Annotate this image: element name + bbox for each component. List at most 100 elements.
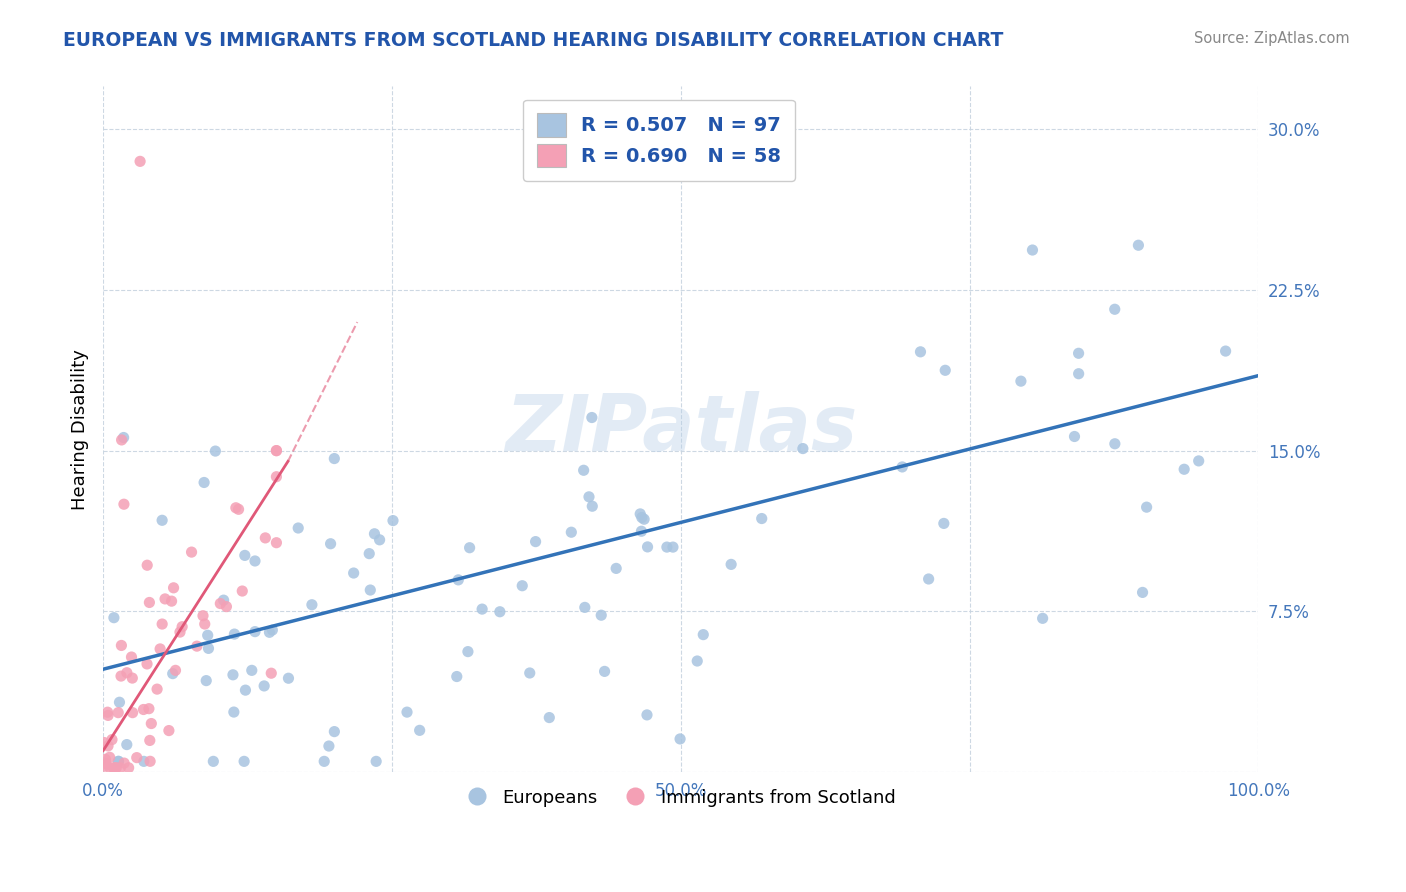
Point	[359, 547, 381, 561]
Point	[162, 666, 184, 681]
Point	[169, 625, 191, 640]
Point	[110, 433, 132, 447]
Point	[1136, 500, 1159, 515]
Point	[98, 761, 121, 775]
Point	[121, 706, 143, 720]
Point	[121, 671, 143, 685]
Point	[129, 154, 152, 169]
Point	[408, 723, 430, 738]
Point	[581, 410, 603, 425]
Point	[359, 582, 381, 597]
Point	[186, 639, 208, 653]
Point	[160, 594, 183, 608]
Point	[149, 641, 172, 656]
Point	[581, 500, 603, 514]
Point	[212, 593, 235, 607]
Point	[112, 497, 135, 511]
Point	[578, 490, 600, 504]
Point	[209, 597, 232, 611]
Point	[150, 513, 173, 527]
Point	[197, 641, 219, 656]
Point	[136, 657, 159, 671]
Point	[93, 735, 115, 749]
Point	[224, 627, 246, 641]
Point	[112, 756, 135, 770]
Point	[792, 442, 814, 456]
Point	[141, 716, 163, 731]
Point	[94, 752, 117, 766]
Point	[222, 705, 245, 719]
Point	[1128, 238, 1150, 252]
Point	[215, 599, 238, 614]
Point	[655, 540, 678, 554]
Point	[686, 654, 709, 668]
Point	[243, 554, 266, 568]
Point	[471, 602, 494, 616]
Point	[266, 443, 288, 458]
Point	[519, 665, 541, 680]
Point	[150, 617, 173, 632]
Point	[243, 624, 266, 639]
Point	[225, 500, 247, 515]
Point	[180, 545, 202, 559]
Text: ZIPatlas: ZIPatlas	[505, 392, 856, 467]
Point	[121, 650, 143, 665]
Point	[98, 750, 121, 764]
Point	[97, 739, 120, 753]
Point	[323, 724, 346, 739]
Point	[1063, 429, 1085, 443]
Point	[1132, 585, 1154, 599]
Point	[172, 620, 194, 634]
Point	[260, 666, 283, 681]
Point	[112, 430, 135, 444]
Point	[669, 731, 692, 746]
Point	[574, 600, 596, 615]
Point	[524, 534, 547, 549]
Point	[139, 733, 162, 747]
Text: Source: ZipAtlas.com: Source: ZipAtlas.com	[1194, 31, 1350, 46]
Point	[934, 363, 956, 377]
Point	[115, 665, 138, 680]
Point	[195, 673, 218, 688]
Point	[323, 451, 346, 466]
Point	[277, 671, 299, 685]
Point	[751, 511, 773, 525]
Point	[1010, 374, 1032, 388]
Point	[110, 639, 132, 653]
Point	[138, 701, 160, 715]
Point	[108, 695, 131, 709]
Point	[720, 558, 742, 572]
Point	[910, 344, 932, 359]
Point	[253, 679, 276, 693]
Point	[318, 739, 340, 753]
Point	[254, 531, 277, 545]
Point	[266, 469, 288, 483]
Point	[1067, 346, 1090, 360]
Point	[343, 566, 366, 580]
Point	[103, 761, 125, 775]
Point	[103, 610, 125, 624]
Point	[125, 750, 148, 764]
Point	[636, 707, 658, 722]
Point	[628, 507, 651, 521]
Point	[637, 540, 659, 554]
Legend: Europeans, Immigrants from Scotland: Europeans, Immigrants from Scotland	[458, 780, 903, 814]
Point	[1104, 436, 1126, 450]
Point	[233, 755, 256, 769]
Point	[932, 516, 955, 531]
Point	[107, 706, 129, 720]
Text: EUROPEAN VS IMMIGRANTS FROM SCOTLAND HEARING DISABILITY CORRELATION CHART: EUROPEAN VS IMMIGRANTS FROM SCOTLAND HEA…	[63, 31, 1004, 50]
Point	[222, 668, 245, 682]
Point	[1188, 454, 1211, 468]
Point	[228, 502, 250, 516]
Point	[262, 623, 284, 637]
Point	[489, 605, 512, 619]
Point	[457, 645, 479, 659]
Point	[266, 443, 288, 458]
Point	[233, 549, 256, 563]
Point	[368, 533, 391, 547]
Point	[115, 738, 138, 752]
Point	[692, 627, 714, 641]
Point	[1032, 611, 1054, 625]
Point	[204, 444, 226, 458]
